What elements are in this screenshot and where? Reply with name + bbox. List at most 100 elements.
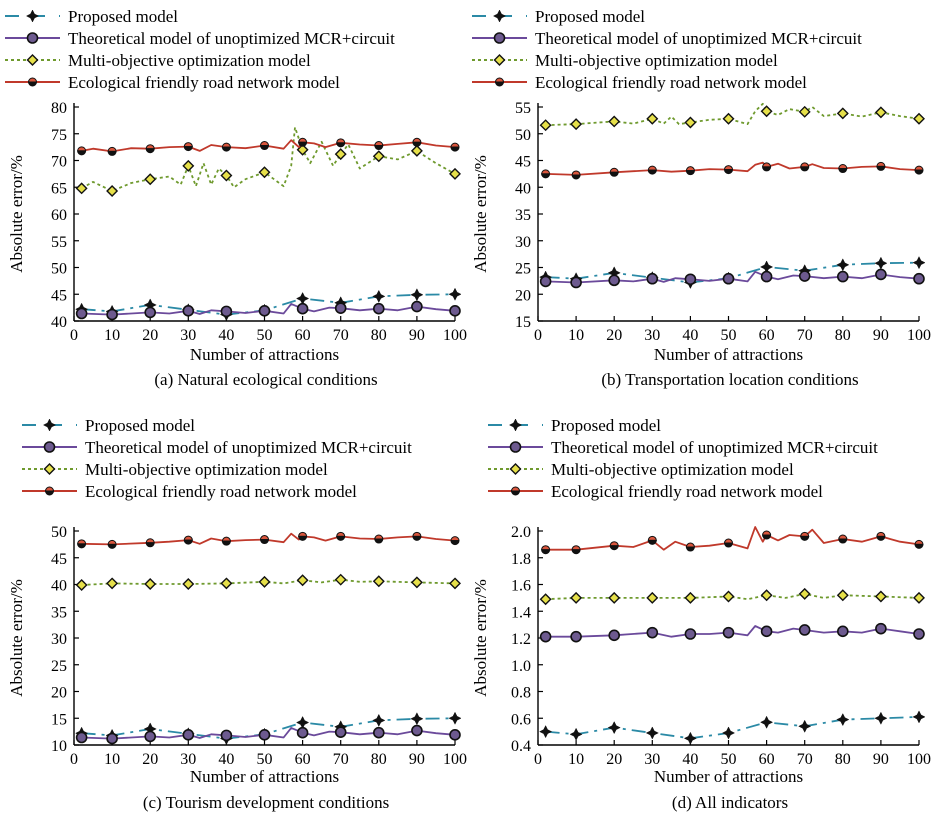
y-tick-label: 55 <box>515 100 531 117</box>
x-tick-label: 60 <box>295 751 311 768</box>
data-point-theoretical <box>539 630 552 643</box>
data-point-ecological-top <box>374 534 384 540</box>
y-tick-label: 65 <box>51 180 67 197</box>
y-tick-label: 20 <box>51 685 67 702</box>
data-point-proposed-shape <box>372 289 386 303</box>
legend-marker-multi <box>43 463 56 475</box>
data-point-theoretical <box>75 731 88 744</box>
y-tick-label: 0.4 <box>511 738 531 755</box>
x-tick-label: 60 <box>759 327 775 344</box>
data-point-ecological <box>541 169 551 179</box>
data-point-ecological-top <box>259 141 270 147</box>
data-point-ecological-bottom <box>541 173 551 179</box>
data-point-ecological-bottom <box>221 146 231 152</box>
x-tick-label: 70 <box>797 327 813 344</box>
data-point-multi <box>75 182 88 195</box>
x-tick-label: 80 <box>371 751 387 768</box>
data-point-theoretical <box>106 732 118 745</box>
data-point-ecological-top <box>876 531 886 537</box>
y-tick-label: 35 <box>51 604 67 621</box>
data-point-ecological-top <box>107 539 117 545</box>
data-point-theoretical <box>296 302 309 315</box>
data-point-theoretical <box>836 270 849 283</box>
y-tick-label: 25 <box>51 658 67 675</box>
legend-marker-ecological-bottom <box>27 81 38 87</box>
series-ecological <box>541 161 924 180</box>
data-point-theoretical <box>875 622 887 635</box>
legend-marker-multi <box>509 463 522 475</box>
data-point-ecological-bottom <box>145 542 155 548</box>
data-point-proposed-shape <box>760 715 774 729</box>
data-point-ecological <box>450 536 460 546</box>
data-point-theoretical <box>334 302 347 314</box>
x-tick-label: 90 <box>409 327 425 344</box>
data-point-theoretical <box>684 628 697 640</box>
data-point-proposed <box>410 288 424 302</box>
series-multi <box>75 126 461 197</box>
legend-4: Proposed model Theoretical model of unopt… <box>488 416 878 501</box>
y-tick-label: 35 <box>515 207 531 224</box>
data-point-theoretical <box>722 626 735 639</box>
data-point-ecological <box>374 141 384 151</box>
y-axis-label: Absolute error/% <box>7 579 26 697</box>
legend-marker-proposed-shape <box>42 418 57 432</box>
data-point-ecological-top <box>876 161 886 167</box>
data-point-multi <box>646 591 659 604</box>
y-tick-label: 45 <box>51 551 67 568</box>
data-point-ecological-bottom <box>762 534 772 540</box>
x-tick-label: 90 <box>409 751 425 768</box>
data-point-ecological-bottom <box>107 543 117 549</box>
data-point-theoretical <box>646 626 659 639</box>
x-tick-label: 20 <box>606 327 622 344</box>
data-point-ecological <box>838 164 848 174</box>
data-point-ecological-bottom <box>221 540 231 546</box>
data-point-theoretical <box>798 624 811 636</box>
data-point-ecological <box>183 535 193 545</box>
data-point-multi <box>144 577 157 590</box>
series-line-multi <box>545 102 920 127</box>
legend-label-proposed: Proposed model <box>68 7 178 26</box>
x-tick-label: 50 <box>721 327 737 344</box>
data-point-theoretical <box>539 275 552 288</box>
data-point-ecological <box>723 165 734 175</box>
data-point-theoretical <box>836 625 849 638</box>
data-point-ecological <box>762 162 772 172</box>
data-point-ecological <box>685 542 695 552</box>
data-point-multi <box>874 590 887 603</box>
data-point-proposed <box>296 715 310 730</box>
legend-marker-ecological-bottom <box>510 490 521 496</box>
data-point-multi <box>258 575 271 588</box>
panel-caption: (d) All indicators <box>672 793 788 812</box>
data-point-ecological-bottom <box>374 145 384 151</box>
data-point-ecological <box>145 538 155 548</box>
x-tick-label: 80 <box>835 751 851 768</box>
data-point-ecological <box>914 165 924 175</box>
legend-marker-multi <box>26 54 39 66</box>
y-tick-label: 1.4 <box>511 604 531 621</box>
series-proposed <box>75 287 462 322</box>
data-point-ecological <box>221 536 231 546</box>
x-tick-label: 90 <box>873 327 889 344</box>
y-axis-label: Absolute error/% <box>471 155 490 273</box>
data-point-proposed <box>874 711 888 725</box>
panel-caption: (c) Tourism development conditions <box>143 793 389 812</box>
x-tick-label: 30 <box>644 327 660 344</box>
legend-label-proposed: Proposed model <box>551 416 661 435</box>
x-tick-label: 100 <box>443 751 467 768</box>
data-point-theoretical <box>106 308 118 321</box>
data-point-multi <box>539 119 552 132</box>
data-point-multi <box>798 105 811 118</box>
data-point-ecological <box>336 138 346 148</box>
data-point-theoretical <box>875 268 887 281</box>
data-point-ecological-bottom <box>259 145 270 151</box>
data-point-ecological-top <box>412 531 422 537</box>
data-point-ecological <box>800 531 810 541</box>
data-point-ecological-bottom <box>723 169 734 175</box>
data-point-multi <box>760 589 773 602</box>
data-point-proposed <box>372 289 386 303</box>
data-point-ecological-top <box>183 535 193 541</box>
legend-marker-proposed <box>508 418 523 432</box>
data-point-proposed <box>836 713 850 727</box>
y-tick-label: 55 <box>51 234 67 251</box>
data-point-ecological-bottom <box>685 170 695 176</box>
